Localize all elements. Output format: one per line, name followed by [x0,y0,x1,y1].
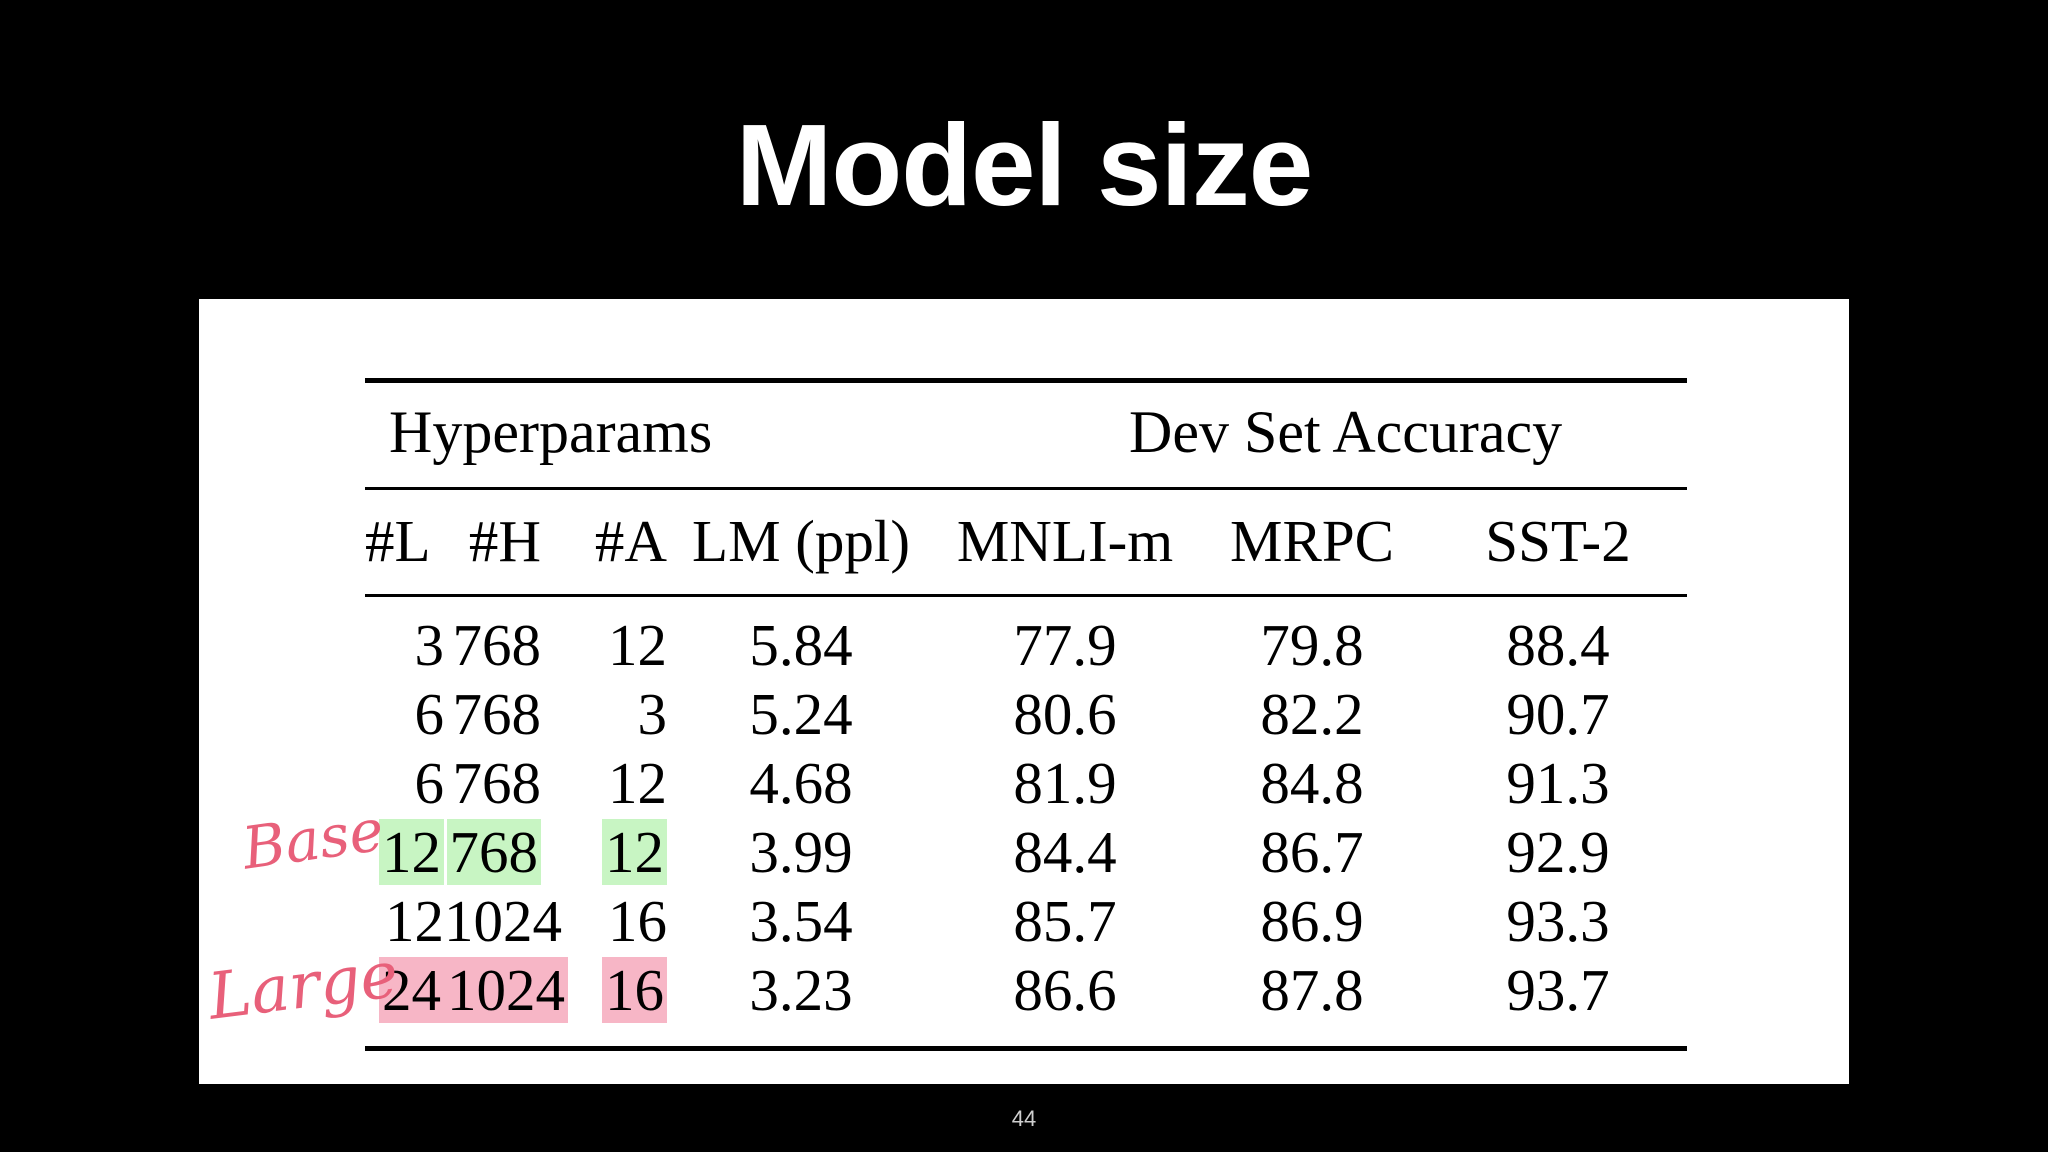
table-cell: 84.4 [1013,819,1117,885]
table-cell: 82.2 [1260,681,1364,747]
base-highlight: 12 [602,819,667,885]
table-cell: 768 [452,612,542,678]
table-cell: 86.9 [1260,888,1364,954]
table-cell: 79.8 [1260,612,1364,678]
table-cell: 6 [414,750,445,816]
table-cell: 86.6 [1013,957,1117,1023]
large-row-hidden-cell: 1024 [444,956,568,1025]
group-header-dev-set-accuracy: Dev Set Accuracy [1129,399,1563,465]
table-cell: 77.9 [1013,612,1117,678]
table-cell: 1024 [444,888,562,954]
base-row-heads-cell: 12 [541,818,667,887]
page-number: 44 [1011,1106,1037,1131]
column-header-rule [365,594,1687,597]
table-cell: 4.68 [749,750,853,816]
table-cell: 3.99 [749,819,853,885]
base-row-layers-cell: 12 [365,818,444,887]
table-cell: 3 [414,612,445,678]
group-header-rule [365,487,1687,490]
column-header-hidden: #H [468,508,541,574]
base-row-hidden-cell: 768 [444,818,541,887]
large-highlight: 16 [602,957,667,1023]
table-cell: 84.8 [1260,750,1364,816]
base-highlight: 768 [446,819,541,885]
table-cell: 3.23 [749,957,853,1023]
table-cell: 3 [637,681,668,747]
table-bottom-rule [365,1046,1687,1051]
table-cell: 90.7 [1506,681,1610,747]
column-header-mnli-m: MNLI-m [956,508,1174,574]
table-cell: 12 [608,750,667,816]
table-body: 3 768 12 5.84 77.9 79.8 88.4 6 768 3 5.2… [365,611,1687,1025]
large-row-layers-cell: 24 [365,956,444,1025]
table-cell: 86.7 [1260,819,1364,885]
table-panel: Hyperparams Dev Set Accuracy #L #H #A LM… [199,299,1849,1084]
table-cell: 88.4 [1506,612,1610,678]
column-header-mrpc: MRPC [1230,508,1394,574]
table-cell: 80.6 [1013,681,1117,747]
large-highlight: 24 [379,957,444,1023]
table-cell: 87.8 [1260,957,1364,1023]
large-row-heads-cell: 16 [541,956,667,1025]
column-header-layers: #L [365,508,431,574]
slide-title: Model size [735,100,1314,230]
table-cell: 93.7 [1506,957,1610,1023]
table-cell: 6 [414,681,445,747]
table-cell: 5.24 [749,681,853,747]
table-cell: 5.84 [749,612,853,678]
table-top-rule [365,378,1687,383]
table-cell: 92.9 [1506,819,1610,885]
table-cell: 91.3 [1506,750,1610,816]
table-cell: 81.9 [1013,750,1117,816]
large-highlight: 1024 [444,957,568,1023]
table-cell: 3.54 [749,888,853,954]
column-header-sst-2: SST-2 [1485,508,1631,574]
table-cell: 768 [452,681,542,747]
table-cell: 85.7 [1013,888,1117,954]
base-highlight: 12 [379,819,444,885]
column-header-heads: #A [594,508,667,574]
table-cell: 93.3 [1506,888,1610,954]
group-header-hyperparams: Hyperparams [389,399,713,465]
table-cell: 12 [608,612,667,678]
column-header-lm-ppl: LM (ppl) [692,508,910,574]
table-cell: 768 [452,750,542,816]
column-header-row: #L #H #A LM (ppl) MNLI-m MRPC SST-2 [365,502,1687,580]
table-cell: 12 [385,888,444,954]
table-cell: 16 [608,888,667,954]
